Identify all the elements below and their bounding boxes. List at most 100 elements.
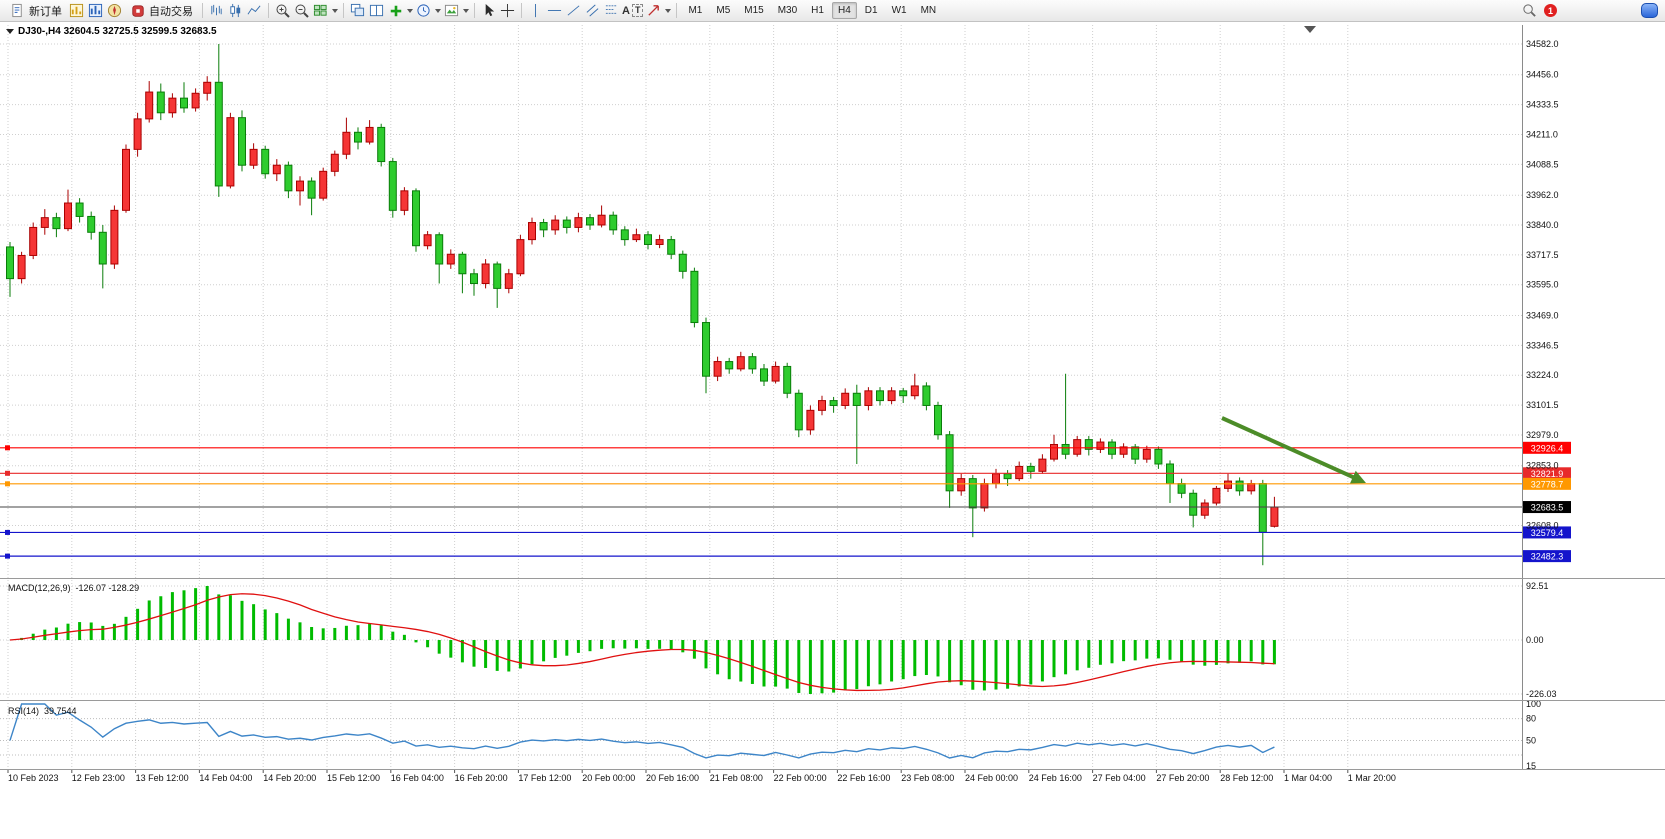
data-window-icon[interactable] [87,2,104,19]
market-watch-icon[interactable] [68,2,85,19]
time-axis-label: 24 Feb 00:00 [965,773,1018,783]
timeframe-m30[interactable]: M30 [777,5,798,16]
price-marker-label: 32579.4 [1531,528,1564,538]
macd-values: -126.07 -128.29 [75,583,140,593]
rsi-label: RSI(14) 39.7544 [8,706,77,716]
price-axis-label: 33346.5 [1526,340,1559,350]
time-axis-label: 17 Feb 12:00 [518,773,571,783]
time-axis-label: 22 Feb 16:00 [837,773,890,783]
chart-title: DJ30-,H4 32604.5 32725.5 32599.5 32683.5 [18,26,217,37]
trend-arrow-object[interactable] [1221,416,1357,481]
price-axis[interactable]: 34582.0 34456.0 34333.5 34211.0 34088.5 33962… [1526,39,1559,530]
rsi-axis-label: 100 [1526,699,1541,709]
timeframe-w1[interactable]: W1 [891,5,907,16]
time-axis-label: 24 Feb 16:00 [1029,773,1082,783]
horizontal-line-tool-icon[interactable] [546,2,563,19]
time-axis-label: 22 Feb 00:00 [774,773,827,783]
timeframe-m1[interactable]: M1 [688,5,703,16]
chart-menu-icon[interactable] [6,29,14,34]
macd-label: MACD(12,26,9) -126.07 -128.29 [8,583,139,593]
time-axis-label: 20 Feb 16:00 [646,773,699,783]
time-axis[interactable]: 10 Feb 2023 12 Feb 23:00 13 Feb 12:00 14 Fe… [7,769,1396,783]
navigator-icon[interactable] [106,2,123,19]
chart-shift-marker[interactable] [1304,26,1316,33]
text-label-tool-icon[interactable]: T [631,4,644,17]
toolbar-separator [202,3,203,18]
window-pill-button[interactable] [1641,3,1658,18]
price-axis-label: 32979.0 [1526,430,1559,440]
price-axis-label: 34088.5 [1526,159,1559,169]
bar-chart-icon[interactable] [208,2,225,19]
timeframe-m15[interactable]: M15 [744,5,764,16]
macd-axis-label: -226.03 [1526,689,1557,699]
chart-grid [0,25,1522,769]
add-indicator-caret[interactable] [407,8,413,13]
rsi-name: RSI(14) [8,706,40,716]
autotrading-label: 自动交易 [149,5,193,18]
tile-windows-icon[interactable] [312,2,329,19]
toolbar-separator [268,3,269,18]
line-chart-icon[interactable] [246,2,263,19]
macd-axis-label: 92.51 [1526,581,1549,591]
price-marker-label: 32482.3 [1531,552,1564,562]
tile-windows-caret[interactable] [332,8,338,13]
time-axis-label: 20 Feb 00:00 [582,773,635,783]
price-axis-label: 34456.0 [1526,70,1559,80]
search-icon[interactable] [1521,2,1538,19]
timeframe-h4[interactable]: H4 [831,2,857,19]
crosshair-icon[interactable] [499,2,516,19]
price-axis-label: 32608.0 [1526,520,1559,530]
rsi-axis-label: 15 [1526,761,1536,771]
autotrading-icon [129,2,146,19]
text-tool-icon[interactable]: A [622,4,630,17]
timeframe-d1[interactable]: D1 [864,5,878,16]
timeframe-m5[interactable]: M5 [716,5,731,16]
cursor-icon[interactable] [480,2,497,19]
toolbar-separator [343,3,344,18]
candlestick-series [6,44,1279,566]
price-axis-label: 33469.0 [1526,310,1559,320]
time-axis-label: 27 Feb 04:00 [1093,773,1146,783]
periods-caret[interactable] [435,8,441,13]
zoom-in-icon[interactable] [274,2,291,19]
timeframe-h1[interactable]: H1 [811,5,824,16]
price-marker-label: 32926.4 [1531,443,1564,453]
tile-vertical-icon[interactable] [368,2,385,19]
equidistant-channel-tool-icon[interactable] [584,2,601,19]
time-axis-label: 12 Feb 23:00 [72,773,125,783]
trend-arrow-head[interactable] [1350,470,1366,484]
notification-badge[interactable]: 1 [1544,4,1557,17]
time-axis-label: 14 Feb 20:00 [263,773,316,783]
toolbar: 新订单 自动交易 [0,0,1665,22]
arrows-tool-icon[interactable] [645,2,662,19]
vertical-line-tool-icon[interactable] [527,2,544,19]
toolbar-right: 1 [1521,2,1660,19]
templates-caret[interactable] [463,8,469,13]
zoom-out-icon[interactable] [293,2,310,19]
price-axis-label: 34582.0 [1526,39,1559,49]
timeframe-mn[interactable]: MN [920,5,937,16]
time-axis-label: 27 Feb 20:00 [1156,773,1209,783]
templates-icon[interactable] [443,2,460,19]
price-marker-label: 32821.9 [1531,469,1564,479]
new-order-label: 新订单 [29,5,62,18]
arrows-tool-caret[interactable] [665,8,672,13]
new-order-button[interactable]: 新订单 [5,1,66,20]
price-axis-label: 33840.0 [1526,220,1559,230]
time-axis-label: 1 Mar 20:00 [1348,773,1396,783]
time-axis-label: 14 Feb 04:00 [199,773,252,783]
rsi-axis-label: 50 [1526,735,1536,745]
macd-name: MACD(12,26,9) [8,583,71,593]
candlestick-chart-icon[interactable] [227,2,244,19]
toolbar-separator [521,3,522,18]
periods-icon[interactable] [415,2,432,19]
cascade-windows-icon[interactable] [349,2,366,19]
add-indicator-icon[interactable] [387,2,404,19]
autotrading-button[interactable]: 自动交易 [125,1,197,20]
trendline-tool-icon[interactable] [565,2,582,19]
time-axis-label: 1 Mar 04:00 [1284,773,1332,783]
fibonacci-tool-icon[interactable] [603,2,620,19]
